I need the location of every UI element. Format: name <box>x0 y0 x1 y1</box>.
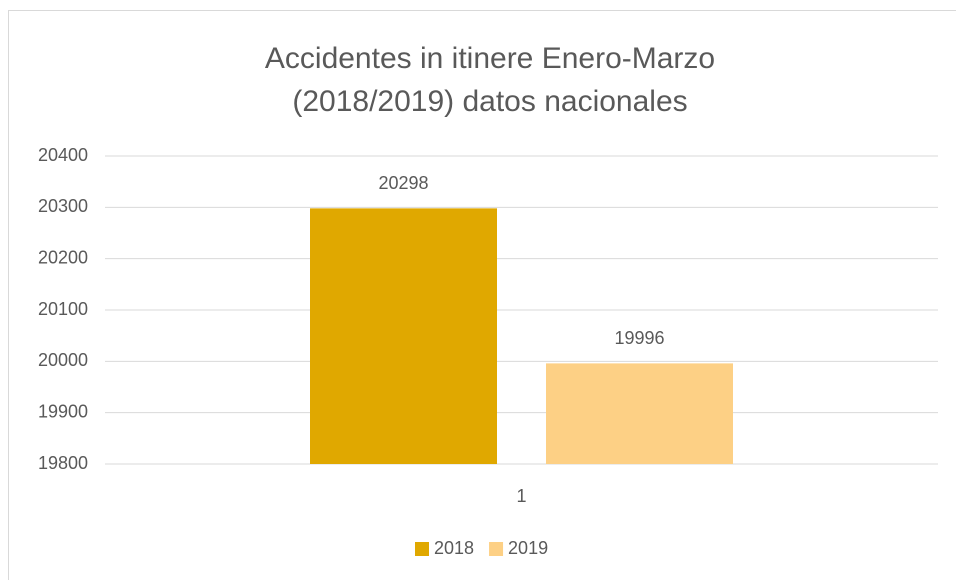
bar <box>310 208 497 464</box>
bar <box>546 363 733 464</box>
y-tick-label: 20300 <box>38 196 88 216</box>
y-tick-label: 20200 <box>38 247 88 267</box>
data-label: 20298 <box>378 173 428 193</box>
legend-swatch <box>489 542 504 556</box>
data-label: 19996 <box>614 328 664 348</box>
legend-label: 2018 <box>434 538 474 558</box>
y-tick-label: 20400 <box>38 145 88 165</box>
legend-label: 2019 <box>508 538 548 558</box>
y-tick-label: 19900 <box>38 401 88 421</box>
legend-swatch <box>415 542 429 556</box>
y-tick-label: 19800 <box>38 453 88 473</box>
y-tick-label: 20000 <box>38 350 88 370</box>
chart-title: (2018/2019) datos nacionales <box>292 85 687 118</box>
x-tick-label: 1 <box>516 486 526 506</box>
y-tick-label: 20100 <box>38 299 88 319</box>
chart-title: Accidentes in itinere Enero-Marzo <box>265 42 715 75</box>
